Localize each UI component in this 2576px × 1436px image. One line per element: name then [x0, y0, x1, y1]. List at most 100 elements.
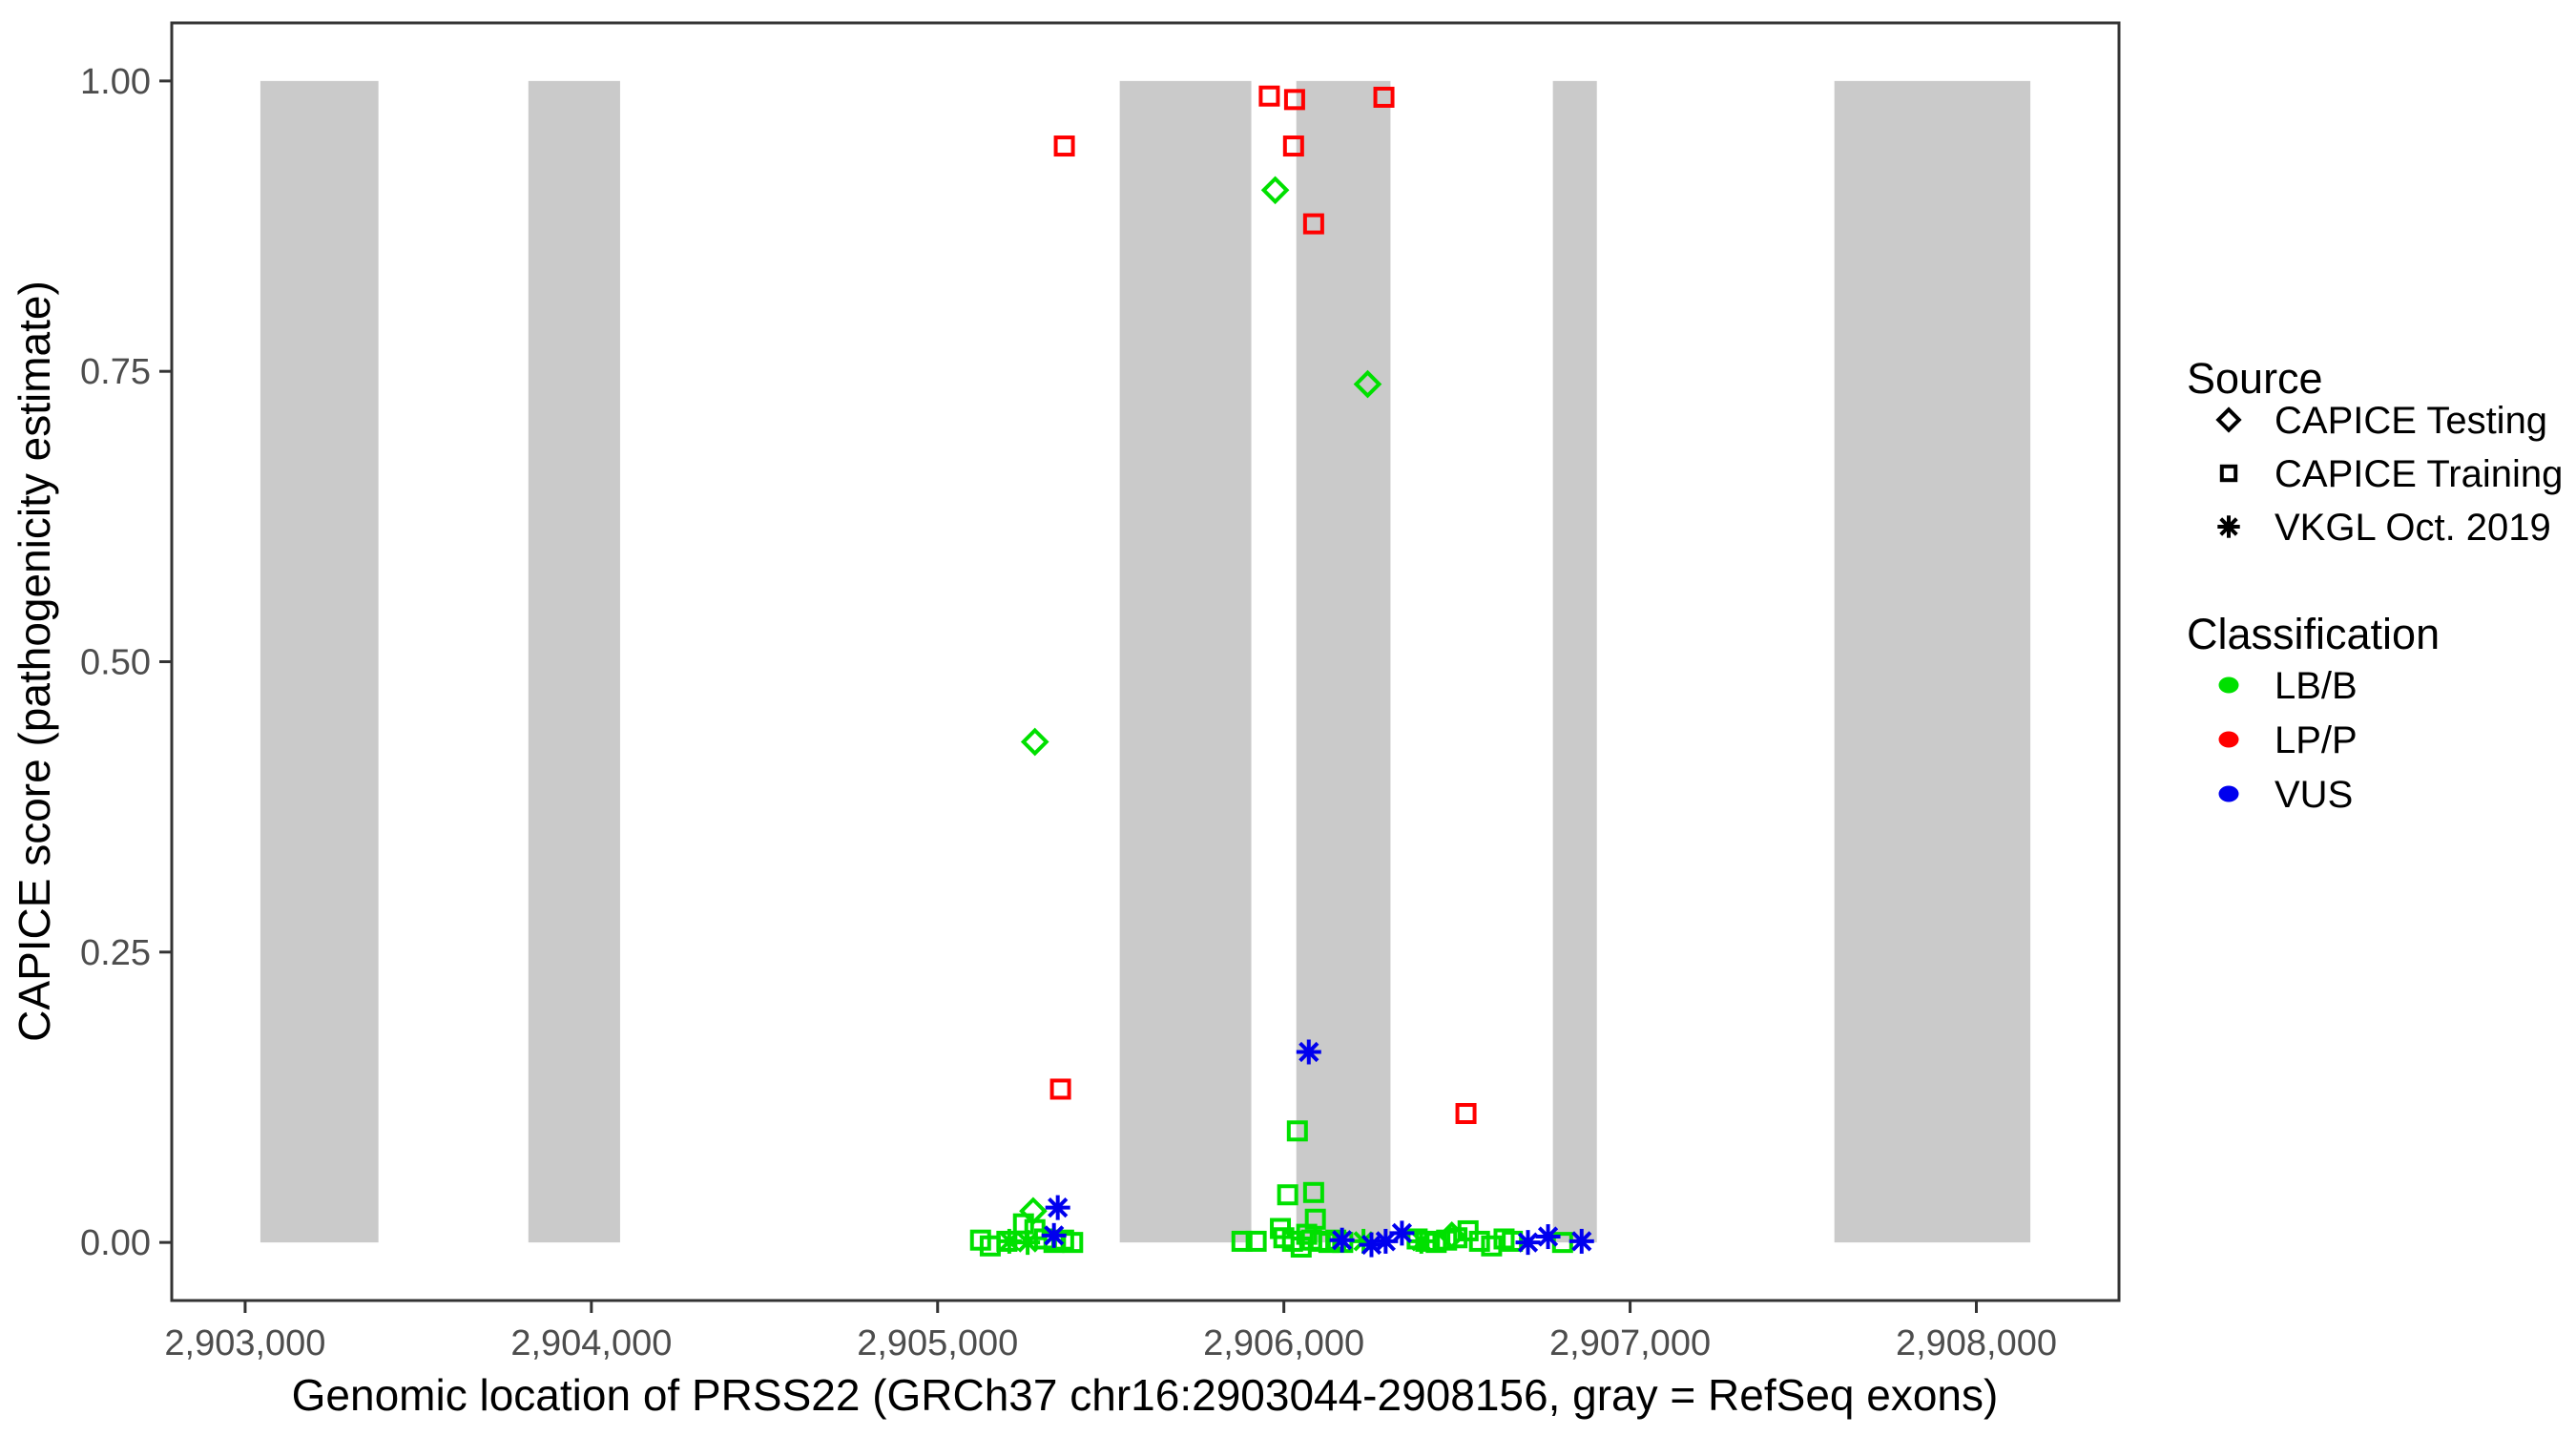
diamond-marker: [1020, 727, 1049, 757]
square-marker: [1286, 1120, 1308, 1142]
marker-shape: [1049, 1078, 1071, 1100]
square-marker: [1283, 89, 1305, 111]
x-tick-label: 2,907,000: [1549, 1323, 1711, 1363]
y-tick-label: 0.00: [80, 1223, 151, 1263]
y-tick-label: 0.25: [80, 933, 151, 973]
exon-bands: [260, 80, 2031, 1243]
exon-band: [1834, 80, 2031, 1243]
marker-shape: [1044, 1225, 1065, 1246]
legend-item-label: LB/B: [2275, 665, 2358, 707]
square-marker: [1049, 1078, 1071, 1100]
diamond-marker: [2215, 406, 2242, 433]
marker-shape: [1283, 89, 1305, 111]
diamond-marker: [1260, 176, 1290, 205]
marker-shape: [1468, 1230, 1490, 1252]
marker-shape: [1286, 1120, 1308, 1142]
marker-shape: [1391, 1222, 1413, 1244]
marker-shape: [1260, 176, 1290, 205]
marker-shape: [2219, 517, 2238, 536]
square-marker: [1302, 213, 1324, 235]
asterisk-marker: [1045, 1195, 1070, 1220]
square-marker: [1468, 1230, 1490, 1252]
x-ticks: 2,903,000 2,904,000 2,905,000 2,906,000 2,90…: [164, 1301, 2057, 1363]
legend-item-diamond: CAPICE Testing: [2215, 400, 2547, 442]
legend-item-vus: VUS: [2218, 774, 2353, 816]
legend-item-lbb: LB/B: [2218, 665, 2358, 707]
square-marker: [1258, 85, 1280, 107]
legend-item-lpp: LP/P: [2218, 719, 2358, 761]
x-tick-label: 2,904,000: [510, 1323, 672, 1363]
marker-shape: [1020, 727, 1049, 757]
legend-color-dot: [2218, 676, 2239, 694]
exon-band: [1296, 80, 1391, 1243]
marker-shape: [1048, 1197, 1069, 1218]
legend-item-label: CAPICE Testing: [2275, 400, 2547, 442]
marker-shape: [1053, 135, 1075, 157]
square-marker: [1277, 1184, 1298, 1206]
exon-band: [1119, 80, 1252, 1243]
marker-shape: [1277, 1184, 1298, 1206]
marker-shape: [1411, 1231, 1432, 1252]
square-marker: [1053, 135, 1075, 157]
asterisk-marker: [2217, 515, 2240, 538]
asterisk-marker: [1015, 1230, 1041, 1256]
marker-shape: [1332, 1230, 1353, 1251]
legend-classification-items: LB/B LP/P VUS: [2218, 665, 2358, 816]
y-tick-label: 1.00: [80, 62, 151, 102]
marker-shape: [1062, 1232, 1084, 1254]
x-tick-label: 2,903,000: [164, 1323, 325, 1363]
marker-shape: [1245, 1230, 1267, 1252]
asterisk-marker: [1568, 1228, 1594, 1254]
legend-item-label: VUS: [2275, 774, 2353, 816]
marker-shape: [1302, 1181, 1324, 1203]
marker-shape: [1517, 1232, 1539, 1253]
y-axis: 0.00 0.25 0.50 0.75 1.00 CAPICE score (patho…: [10, 62, 172, 1263]
asterisk-marker: [1535, 1224, 1561, 1250]
series-square-lbb: [969, 1120, 1573, 1259]
marker-shape: [1302, 213, 1324, 235]
marker-shape: [1571, 1231, 1592, 1252]
legend-item-label: CAPICE Training: [2275, 453, 2563, 495]
square-marker: [1373, 86, 1395, 108]
marker-shape: [2215, 406, 2242, 433]
x-axis: 2,903,000 2,904,000 2,905,000 2,906,000 2,90…: [164, 1301, 2057, 1420]
marker-shape: [1304, 1208, 1326, 1230]
exon-band: [1552, 80, 1597, 1243]
asterisk-marker: [1296, 1039, 1321, 1065]
marker-shape: [1231, 1230, 1253, 1252]
square-marker: [1062, 1232, 1084, 1254]
exon-band: [260, 80, 379, 1243]
marker-shape: [1353, 369, 1382, 399]
y-tick-label: 0.75: [80, 352, 151, 392]
marker-shape: [1373, 86, 1395, 108]
asterisk-marker: [1041, 1222, 1067, 1248]
asterisk-marker: [1408, 1228, 1434, 1254]
square-marker: [1304, 1208, 1326, 1230]
square-marker: [1012, 1213, 1034, 1235]
series-square-lpp: [1049, 85, 1477, 1125]
legend-classification-title: Classification: [2187, 610, 2440, 658]
series-asterisk-vus: [1041, 1039, 1594, 1258]
asterisk-marker: [1389, 1220, 1415, 1246]
y-axis-title: CAPICE score (pathogenicity estimate): [10, 281, 59, 1042]
square-marker: [1282, 135, 1304, 157]
legend-item-label: VKGL Oct. 2019: [2275, 507, 2551, 549]
marker-shape: [1017, 1232, 1038, 1253]
marker-shape: [1455, 1103, 1477, 1125]
exon-band: [528, 80, 620, 1243]
legend-item-square: CAPICE Training: [2219, 453, 2563, 495]
marker-shape: [1537, 1226, 1559, 1247]
y-ticks: 0.00 0.25 0.50 0.75 1.00: [80, 62, 172, 1263]
legend-item-label: LP/P: [2275, 719, 2358, 761]
x-tick-label: 2,906,000: [1203, 1323, 1364, 1363]
legend-color-dot: [2218, 785, 2239, 802]
data-points: [969, 85, 1594, 1259]
square-marker: [1245, 1230, 1267, 1252]
x-axis-title: Genomic location of PRSS22 (GRCh37 chr16…: [292, 1370, 1999, 1420]
legend-source-items: CAPICE Testing CAPICE Training VKGL Oct. 2…: [2215, 400, 2563, 549]
y-tick-label: 0.50: [80, 643, 151, 683]
legend-item-asterisk: VKGL Oct. 2019: [2217, 507, 2551, 549]
square-marker: [1231, 1230, 1253, 1252]
square-marker: [1302, 1181, 1324, 1203]
